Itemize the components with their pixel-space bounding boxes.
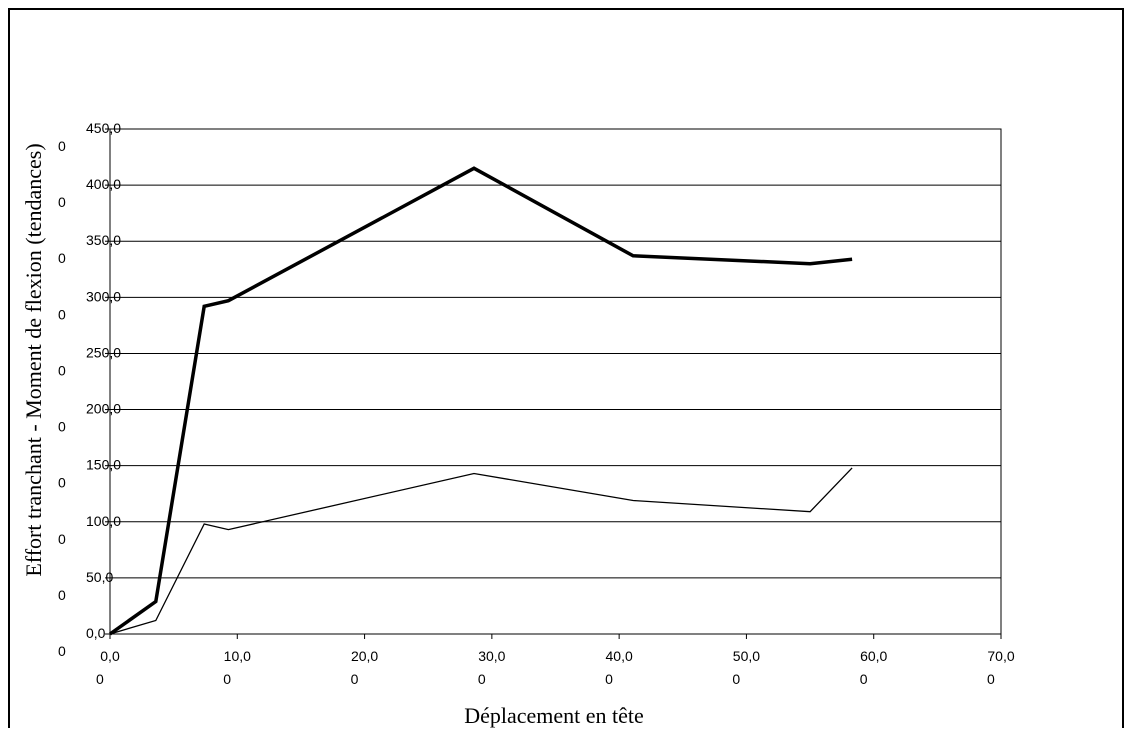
x-tick-label: 30,0 <box>478 648 505 664</box>
x-tick-label: 10,0 <box>224 648 251 664</box>
x-tick-label-suffix: 0 <box>351 671 359 687</box>
y-tick-label-suffix: 0 <box>58 138 66 154</box>
y-tick-label-suffix: 0 <box>58 362 66 378</box>
y-tick-label: 100,0 <box>86 513 121 529</box>
y-tick-label-suffix: 0 <box>58 643 66 659</box>
y-tick-label: 0,0 <box>86 625 106 641</box>
chart-frame <box>8 8 1124 728</box>
x-tick-label-suffix: 0 <box>605 671 613 687</box>
x-axis-ticks: 0,0 0 10,0 0 20,0 0 30,0 0 40,0 0 50,0 0 60,0 0 70,0 0 <box>96 634 1015 687</box>
x-tick-label-suffix: 0 <box>987 671 995 687</box>
grid-lines <box>110 128 1001 635</box>
y-tick-label: 450,0 <box>86 120 121 136</box>
y-tick-label: 300,0 <box>86 288 121 304</box>
y-tick-label-suffix: 0 <box>58 194 66 210</box>
series-line-2 <box>109 467 853 635</box>
y-tick-label-suffix: 0 <box>58 250 66 266</box>
x-tick-label: 60,0 <box>860 648 887 664</box>
y-tick-label-suffix: 0 <box>58 475 66 491</box>
x-axis-label: Déplacement en tête <box>464 703 644 728</box>
y-tick-label-suffix: 0 <box>58 531 66 547</box>
x-tick-label: 20,0 <box>351 648 378 664</box>
series-line-1 <box>108 166 853 636</box>
x-tick-label: 40,0 <box>606 648 633 664</box>
y-tick-label-suffix: 0 <box>58 587 66 603</box>
y-tick-label-suffix: 0 <box>58 419 66 435</box>
x-tick-label-suffix: 0 <box>860 671 868 687</box>
y-tick-label-suffix: 0 <box>58 306 66 322</box>
x-tick-label-suffix: 0 <box>478 671 486 687</box>
y-tick-label: 150,0 <box>86 457 121 473</box>
y-tick-label: 350,0 <box>86 232 121 248</box>
y-axis-ticks: 0,0 0 50,0 0 100,0 0 150,0 0 200,0 0 250,0 0 300,0 0 3… <box>58 120 121 659</box>
plot-area <box>109 128 1002 635</box>
y-axis-label: Effort tranchant - Moment de flexion (te… <box>21 143 46 576</box>
y-tick-label: 200,0 <box>86 401 121 417</box>
y-tick-label: 400,0 <box>86 176 121 192</box>
y-tick-label: 50,0 <box>86 569 113 585</box>
x-tick-label: 50,0 <box>733 648 760 664</box>
x-tick-label: 70,0 <box>987 648 1014 664</box>
y-tick-label: 250,0 <box>86 344 121 360</box>
x-tick-label: 0,0 <box>100 648 120 664</box>
x-tick-label-suffix: 0 <box>732 671 740 687</box>
series-lines <box>108 166 853 636</box>
x-tick-label-suffix: 0 <box>223 671 231 687</box>
x-tick-label-suffix: 0 <box>96 671 104 687</box>
